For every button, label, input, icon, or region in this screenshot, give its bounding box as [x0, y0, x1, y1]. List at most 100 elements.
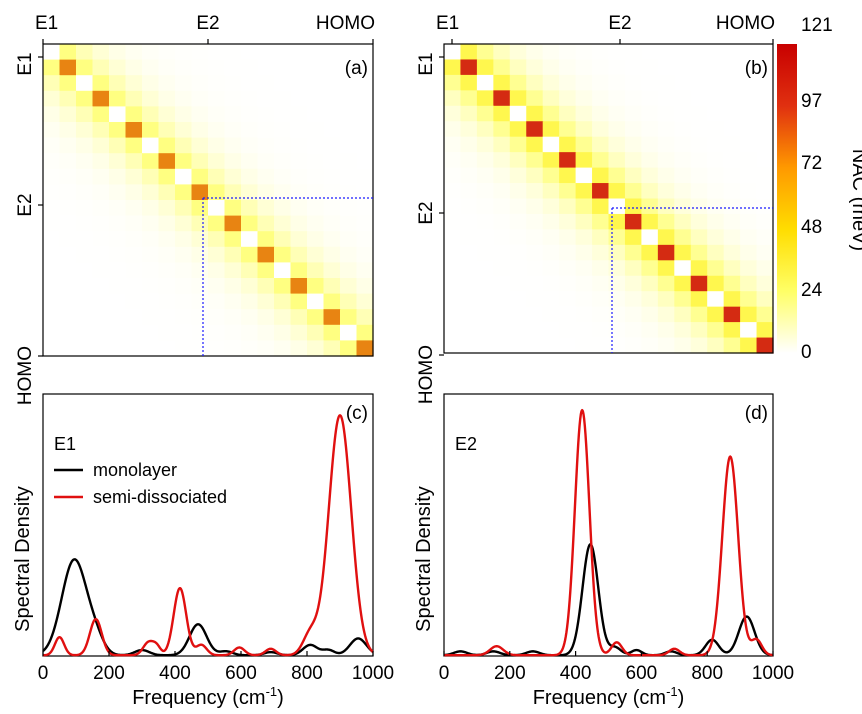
- heatmap-cell: [224, 309, 242, 326]
- heatmap-cell: [592, 74, 610, 91]
- heatmap-cell: [559, 74, 577, 91]
- heatmap-cell: [307, 200, 325, 217]
- heatmap-cell: [109, 59, 127, 76]
- heatmap-cell: [707, 322, 725, 339]
- heatmap-cell: [59, 340, 77, 357]
- heatmap-cell: [674, 198, 692, 215]
- heatmap-cell: [624, 229, 642, 246]
- heatmap-cell: [674, 105, 692, 122]
- x-axis-label-text: Frequency (cm: [533, 687, 666, 709]
- heatmap-cell: [723, 105, 741, 122]
- heatmap-cell: [208, 75, 226, 92]
- heatmap-cell: [158, 278, 176, 295]
- heatmap-cell: [257, 309, 275, 326]
- heatmap-cell: [509, 275, 527, 292]
- heatmap-cell: [274, 324, 292, 341]
- heatmap-cell: [323, 324, 341, 341]
- heatmap-cell: [274, 59, 292, 76]
- heatmap-cell: [109, 278, 127, 295]
- heatmap-cell: [476, 291, 494, 308]
- heatmap-cell: [191, 153, 209, 170]
- heatmap-cell: [92, 137, 110, 154]
- heatmap-cell: [191, 215, 209, 232]
- heatmap-cell: [674, 74, 692, 91]
- heatmap-cell: [356, 59, 374, 76]
- heatmap-cell: [92, 106, 110, 123]
- heatmap-cell: [542, 167, 560, 184]
- heatmap-cell: [142, 262, 160, 279]
- heatmap-cell: [257, 44, 275, 61]
- heatmap-cell: [191, 246, 209, 263]
- heatmap-cell: [575, 260, 593, 277]
- heatmap-cell: [526, 167, 544, 184]
- heatmap-cell: [76, 122, 94, 139]
- heatmap-cell: [509, 59, 527, 76]
- panel-label: (a): [345, 58, 368, 79]
- heatmap-cell: [542, 198, 560, 215]
- heatmap-cell: [323, 90, 341, 107]
- heatmap-cell: [76, 168, 94, 185]
- y-axis-label: Spectral Density: [12, 486, 34, 632]
- heatmap-cell: [175, 340, 193, 357]
- heatmap-cell: [307, 90, 325, 107]
- heatmap-cell: [723, 90, 741, 107]
- heatmap-cell: [208, 59, 226, 76]
- heatmap-cell: [109, 309, 127, 326]
- heatmap-cell: [125, 324, 143, 341]
- heatmap-cell: [542, 244, 560, 261]
- heatmap-cell: [723, 121, 741, 138]
- heatmap-cell: [208, 293, 226, 310]
- heatmap-cell: [109, 324, 127, 341]
- heatmap-cell: [707, 90, 725, 107]
- heatmap-cell: [208, 168, 226, 185]
- heatmap-cell: [657, 291, 675, 308]
- heatmap-cell: [542, 229, 560, 246]
- heatmap-cell: [323, 137, 341, 154]
- heatmap-cell: [624, 198, 642, 215]
- heatmap-cell: [723, 306, 741, 323]
- heatmap-cell: [109, 75, 127, 92]
- heatmap-cell: [592, 136, 610, 153]
- heatmap-cell: [674, 337, 692, 354]
- heatmap-cell: [575, 136, 593, 153]
- heatmap-cell: [43, 278, 61, 295]
- heatmap-cell: [526, 198, 544, 215]
- heatmap-cell: [542, 105, 560, 122]
- heatmap-cell: [526, 244, 544, 261]
- heatmap-cell: [307, 215, 325, 232]
- heatmap-cell: [509, 229, 527, 246]
- heatmap-cell: [92, 153, 110, 170]
- heatmap-cell: [575, 306, 593, 323]
- heatmap-cell: [460, 291, 478, 308]
- heatmap-panel-b: E1 E2 HOMO E1 E2 HOMO (b): [416, 13, 775, 404]
- heatmap-cell: [340, 75, 358, 92]
- heatmap-cell: [641, 306, 659, 323]
- heatmap-cell: [340, 200, 358, 217]
- heatmap-cell: [356, 324, 374, 341]
- heatmap-cell: [657, 337, 675, 354]
- heatmap-cell: [257, 324, 275, 341]
- heatmap-cell: [657, 306, 675, 323]
- heatmap-cell: [208, 153, 226, 170]
- heatmap-cell: [707, 306, 725, 323]
- heatmap-cell: [493, 213, 511, 230]
- heatmap-cell: [542, 74, 560, 91]
- heatmap-cell: [608, 260, 626, 277]
- heatmap-cell: [92, 122, 110, 139]
- heatmap-cell: [125, 215, 143, 232]
- heatmap-cell: [740, 229, 758, 246]
- heatmap-cell: [76, 278, 94, 295]
- heatmap-cell: [43, 168, 61, 185]
- heatmap-cell: [526, 322, 544, 339]
- heatmap-cell: [356, 75, 374, 92]
- heatmap-cell: [274, 200, 292, 217]
- heatmap-cell: [592, 322, 610, 339]
- heatmap-cell: [460, 337, 478, 354]
- heatmap-cell: [674, 90, 692, 107]
- heatmap-cell: [690, 213, 708, 230]
- colorbar-tick-label: 0: [801, 342, 812, 363]
- heatmap-cell: [756, 167, 774, 184]
- heatmap-cell: [76, 293, 94, 310]
- heatmap-cell: [191, 278, 209, 295]
- heatmap-cell: [707, 44, 725, 61]
